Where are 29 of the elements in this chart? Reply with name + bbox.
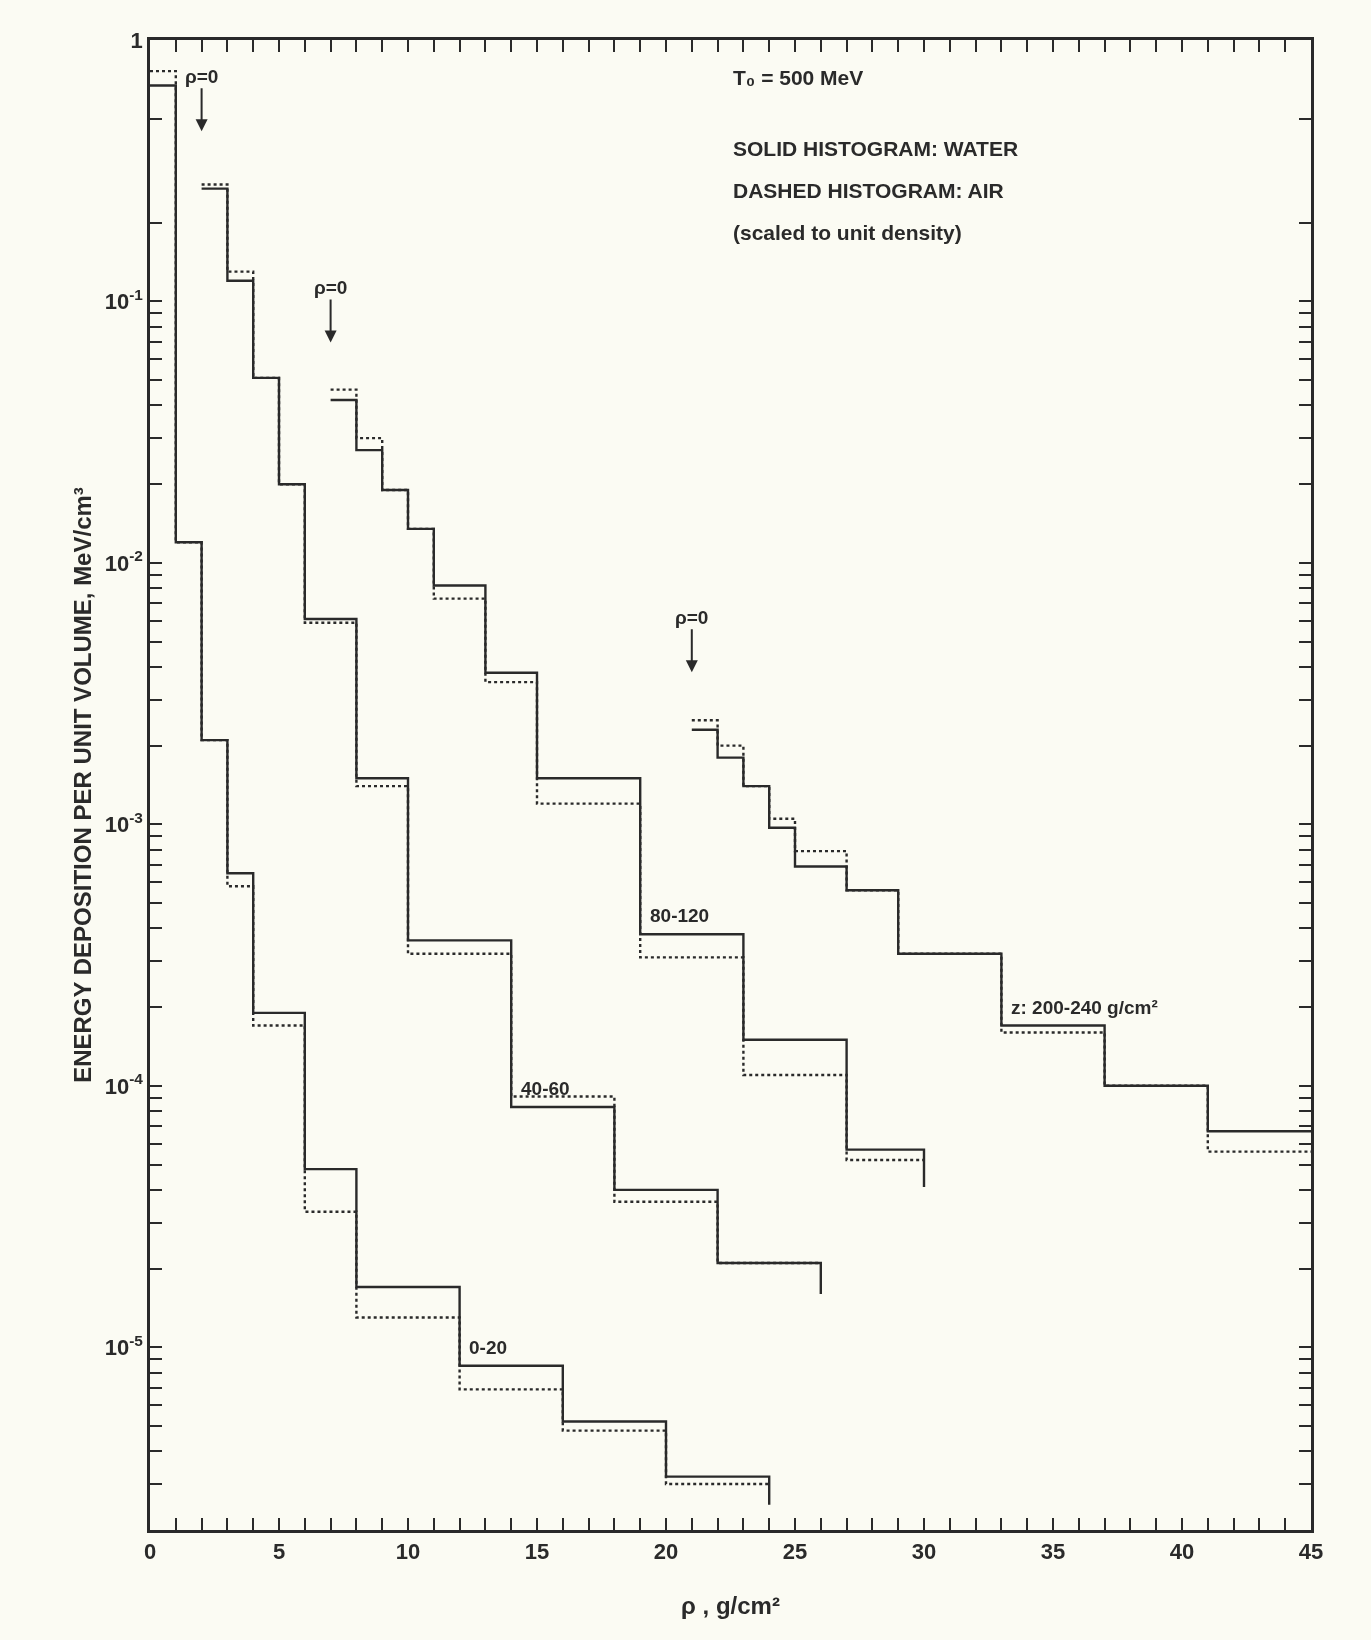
y-tick-label: 10$^{-4}$ <box>104 1070 144 1099</box>
annotation: ρ=0 <box>185 66 219 87</box>
x-tick-label: 0 <box>143 1539 157 1565</box>
annotation: SOLID HISTOGRAM: WATER <box>733 137 1019 160</box>
series-label: 80-120 <box>650 905 710 926</box>
x-tick-label: 5 <box>272 1539 286 1565</box>
y-tick-label: 10$^{-2}$ <box>104 547 143 576</box>
x-tick-label: 15 <box>524 1539 550 1565</box>
x-tick-label: 45 <box>1298 1539 1324 1565</box>
y-tick-label: 10$^{-3}$ <box>104 808 143 838</box>
x-tick-label: 40 <box>1169 1539 1195 1565</box>
x-tick-label: 10 <box>395 1539 421 1565</box>
x-tick-label: 20 <box>653 1539 679 1565</box>
x-tick-label: 25 <box>782 1539 808 1565</box>
x-axis-title: ρ , g/cm² <box>681 1591 780 1619</box>
annotation: ρ=0 <box>314 277 348 298</box>
y-tick-label: 1 <box>130 27 143 53</box>
annotation: T₀ = 500 MeV <box>733 66 864 89</box>
y-tick-label: 10$^{-5}$ <box>104 1331 144 1360</box>
annotation: DASHED HISTOGRAM: AIR <box>733 179 1004 202</box>
annotation: (scaled to unit density) <box>733 221 962 244</box>
y-tick-label: 10$^{-1}$ <box>104 285 144 315</box>
y-axis-title: ENERGY DEPOSITION PER UNIT VOLUME, MeV/cm³ <box>68 487 96 1083</box>
x-tick-label: 35 <box>1040 1539 1066 1565</box>
series-label: 40-60 <box>521 1078 570 1099</box>
series-label: z: 200-240 g/cm² <box>1011 997 1158 1018</box>
series-label: 0-20 <box>469 1337 508 1358</box>
annotation: ρ=0 <box>675 607 709 628</box>
x-tick-label: 30 <box>911 1539 937 1565</box>
